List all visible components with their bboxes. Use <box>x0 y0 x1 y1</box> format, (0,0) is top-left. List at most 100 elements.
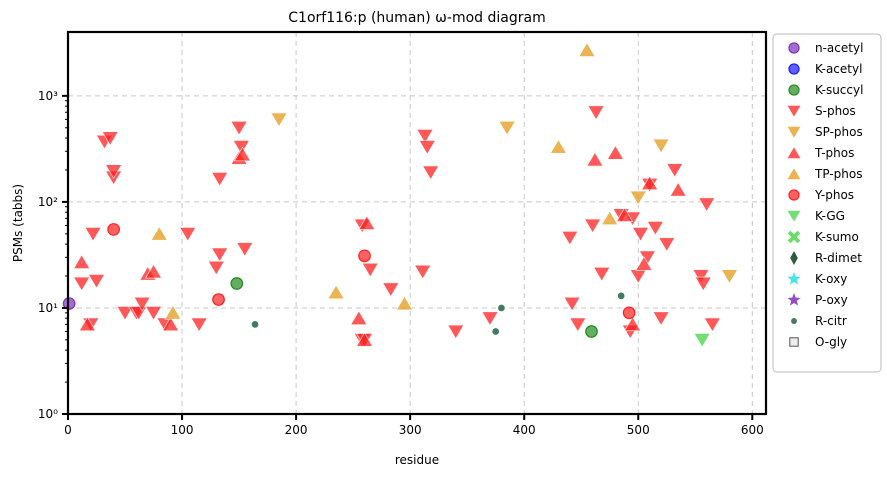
data-point-K-GG <box>693 333 711 348</box>
x-tick-label: 300 <box>399 423 422 437</box>
data-point-S-phos <box>207 260 225 276</box>
data-point-S-phos <box>703 317 721 333</box>
data-point-S-phos <box>236 242 254 257</box>
plot-frame <box>66 30 768 416</box>
data-point-S-phos <box>101 131 119 146</box>
data-point-T-phos <box>635 256 653 271</box>
data-point-T-phos <box>78 316 96 332</box>
data-point-S-phos <box>105 164 123 179</box>
x-tick-label: 0 <box>64 423 72 437</box>
legend-marker-TP-phos <box>786 167 802 180</box>
data-point-TP-phos <box>150 226 168 241</box>
data-point-TP-phos <box>327 284 345 300</box>
data-point-S-phos <box>563 296 581 312</box>
legend-marker-K-GG <box>786 210 802 223</box>
legend-marker-R-citr <box>791 318 797 324</box>
data-point-SP-phos <box>629 190 647 206</box>
data-point-S-phos <box>84 227 102 242</box>
legend-marker-Y-phos <box>788 189 800 201</box>
x-axis-label: residue <box>395 453 439 467</box>
data-point-Y-phos <box>107 223 120 236</box>
data-point-S-phos <box>652 311 670 327</box>
legend-marker-n-acetyl <box>788 42 800 54</box>
data-point-S-phos <box>447 324 465 340</box>
data-point-SP-phos <box>270 112 288 128</box>
legend-label: K-sumo <box>815 230 859 244</box>
data-point-T-phos <box>641 175 659 190</box>
legend-label: R-dimet <box>815 251 862 265</box>
legend-marker-S-phos <box>786 105 802 118</box>
data-point-S-phos <box>569 317 587 333</box>
data-point-SP-phos <box>652 138 670 154</box>
data-point-K-succyl <box>585 325 598 338</box>
legend-frame <box>772 33 882 373</box>
y-axis-label: PSMs (tabbs) <box>11 184 25 262</box>
data-point-TP-phos <box>601 210 619 226</box>
data-points <box>62 42 739 348</box>
y-tick-label: 10³ <box>38 89 58 103</box>
data-point-S-phos <box>692 269 710 284</box>
data-point-T-phos <box>586 151 604 167</box>
data-point-T-phos <box>616 207 634 222</box>
legend-label: R-citr <box>815 314 847 328</box>
y-tick-label: 10⁰ <box>38 407 58 421</box>
legend-marker-SP-phos <box>786 126 802 139</box>
data-point-T-phos <box>350 310 368 325</box>
data-point-Y-phos <box>358 249 371 263</box>
data-point-TP-phos <box>164 305 182 320</box>
x-tick-label: 100 <box>171 423 194 437</box>
legend-marker-K-succyl <box>788 84 800 96</box>
legend-label: P-oxy <box>815 293 848 307</box>
data-point-S-phos <box>145 306 163 321</box>
x-tick-label: 600 <box>741 423 764 437</box>
data-point-SP-phos <box>720 269 739 284</box>
legend: n-acetyl K-acetyl K-succyl S-phos SP-phos T-p… <box>772 33 882 373</box>
data-point-S-phos <box>211 172 229 187</box>
legend-label: Y-phos <box>814 188 854 202</box>
data-point-T-phos <box>356 332 374 347</box>
data-point-T-phos <box>145 263 163 279</box>
data-point-S-phos <box>87 274 106 289</box>
data-point-n-acetyl <box>62 297 76 310</box>
data-point-TP-phos <box>395 295 413 311</box>
data-point-S-phos <box>73 276 91 292</box>
data-point-TP-phos <box>578 42 596 57</box>
x-tick-label: 200 <box>285 423 308 437</box>
data-point-S-phos <box>658 237 676 252</box>
y-tick-label: 10² <box>38 195 58 209</box>
legend-marker-T-phos <box>786 146 802 159</box>
legend-label: K-succyl <box>815 83 863 97</box>
legend-label: n-acetyl <box>815 41 863 55</box>
data-point-S-phos <box>133 296 151 312</box>
data-point-T-phos <box>624 316 642 332</box>
data-point-S-phos <box>179 227 197 242</box>
data-point-R-citr <box>498 304 505 312</box>
data-point-R-citr <box>617 292 625 300</box>
data-point-S-phos <box>422 165 440 181</box>
data-point-S-phos <box>361 262 379 278</box>
data-point-R-citr <box>492 328 500 335</box>
legend-marker-K-acetyl <box>788 63 800 75</box>
legend-label: SP-phos <box>815 125 863 139</box>
legend-marker-P-oxy <box>787 293 801 306</box>
y-axis-ticks: 10⁰ 10¹ 10² 10³ <box>38 89 68 421</box>
data-point-S-phos <box>561 230 579 246</box>
legend-marker-K-oxy <box>787 272 801 285</box>
data-point-S-phos <box>587 105 605 121</box>
x-axis-ticks: 0 100 200 300 400 500 600 <box>64 414 764 437</box>
data-point-S-phos <box>481 311 499 327</box>
data-point-S-phos <box>666 163 684 178</box>
data-point-T-phos <box>162 316 180 332</box>
data-point-TP-phos <box>549 139 567 154</box>
data-point-S-phos <box>694 276 712 292</box>
legend-label: K-oxy <box>815 272 847 286</box>
data-point-Y-phos <box>622 306 636 320</box>
x-tick-label: 400 <box>513 423 536 437</box>
legend-label: S-phos <box>815 104 856 118</box>
data-point-S-phos <box>230 121 248 136</box>
data-point-S-phos <box>382 282 400 298</box>
chart-title: C1orf116:p (human) ω-mod diagram <box>288 10 545 26</box>
data-point-S-phos <box>593 267 611 282</box>
data-point-S-phos <box>418 140 436 155</box>
